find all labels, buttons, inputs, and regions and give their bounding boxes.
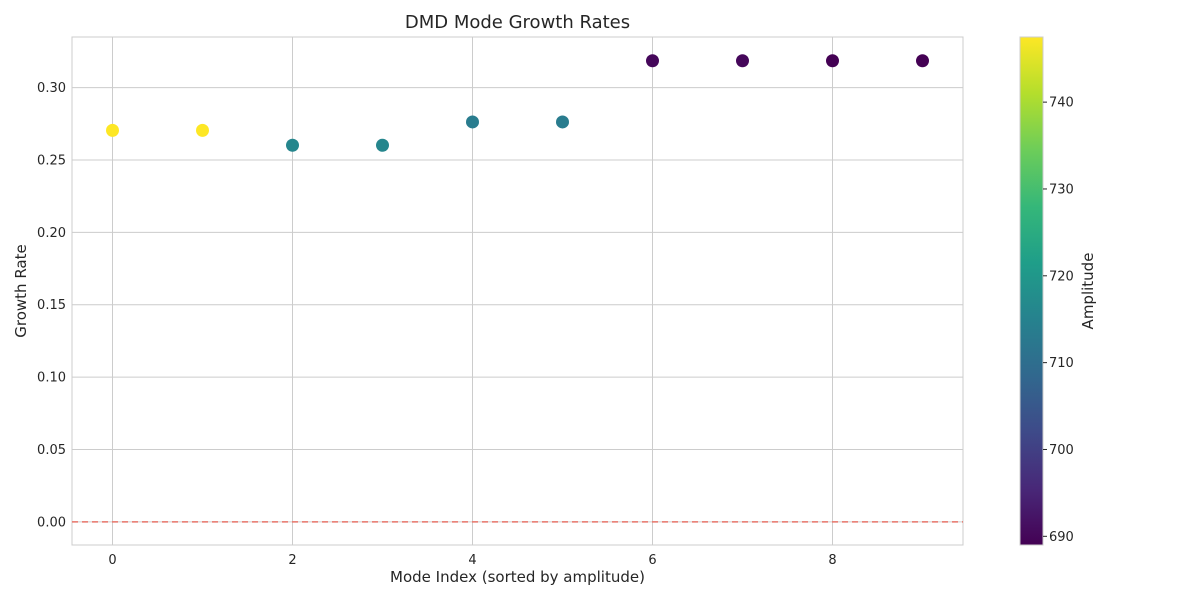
chart-title: DMD Mode Growth Rates	[405, 12, 630, 33]
grid-lines	[72, 37, 963, 545]
x-tick-label: 2	[288, 553, 296, 568]
y-tick-label: 0.30	[37, 81, 66, 96]
colorbar-tick-label: 730	[1049, 182, 1074, 197]
colorbar-tick-label: 700	[1049, 443, 1074, 458]
data-point	[556, 115, 569, 129]
data-points	[106, 54, 929, 152]
data-point	[736, 54, 749, 68]
data-point	[916, 54, 929, 68]
x-tick-label: 0	[108, 553, 116, 568]
y-tick-labels: 0.00 0.05 0.10 0.15 0.20 0.25 0.30	[37, 81, 66, 530]
colorbar-tick-label: 720	[1049, 269, 1074, 284]
colorbar-tick-label: 710	[1049, 356, 1074, 371]
colorbar-tick-label: 690	[1049, 530, 1074, 545]
y-tick-label: 0.25	[37, 154, 66, 169]
y-tick-label: 0.00	[37, 515, 66, 530]
colorbar-ticks: 690 700 710 720 730 740	[1043, 96, 1074, 545]
x-tick-label: 6	[648, 553, 656, 568]
colorbar	[1019, 36, 1044, 546]
y-tick-label: 0.20	[37, 226, 66, 241]
x-tick-label: 4	[468, 553, 476, 568]
x-axis-title: Mode Index (sorted by amplitude)	[390, 568, 645, 586]
y-tick-label: 0.05	[37, 443, 66, 458]
data-point	[196, 123, 209, 137]
y-tick-label: 0.15	[37, 298, 66, 313]
data-point	[826, 54, 839, 68]
x-tick-label: 8	[828, 553, 836, 568]
data-point	[466, 115, 479, 129]
colorbar-title: Amplitude	[1079, 253, 1097, 330]
data-point	[376, 138, 389, 152]
data-point	[286, 138, 299, 152]
data-point	[646, 54, 659, 68]
y-tick-label: 0.10	[37, 371, 66, 386]
y-axis-title: Growth Rate	[12, 244, 30, 337]
data-point	[106, 123, 119, 137]
colorbar-tick-label: 740	[1049, 96, 1074, 111]
plot-area-frame	[71, 36, 964, 546]
x-tick-labels: 0 2 4 6 8	[108, 553, 836, 568]
